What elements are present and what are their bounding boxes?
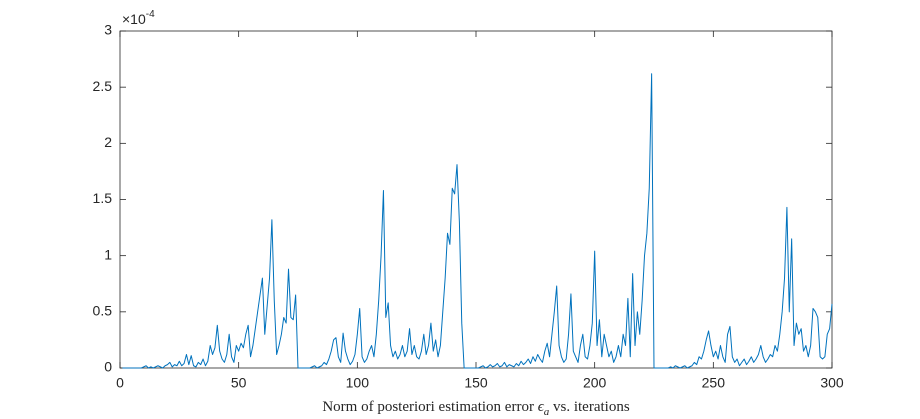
y-multiplier-base: ×10	[122, 11, 146, 27]
x-axis-label: Norm of posteriori estimation error ϵa v…	[322, 399, 629, 417]
x-tick-label: 200	[583, 375, 607, 391]
x-tick-label: 300	[820, 375, 844, 391]
y-tick-label: 0	[104, 359, 112, 375]
x-tick-label: 150	[464, 375, 488, 391]
x-label-subscript: a	[544, 406, 550, 418]
x-tick-label: 50	[231, 375, 247, 391]
x-label-text: vs. iterations	[549, 399, 630, 415]
x-tick-label: 100	[346, 375, 370, 391]
y-tick-label: 1.5	[93, 190, 113, 206]
y-tick-label: 2	[104, 134, 112, 150]
plot-box	[119, 30, 833, 369]
y-tick-label: 0.5	[93, 303, 113, 319]
x-label-text: Norm of posteriori estimation error	[322, 399, 537, 415]
y-tick-label: 3	[104, 22, 112, 38]
data-line	[122, 73, 833, 369]
y-multiplier-exponent: -4	[146, 9, 155, 20]
y-tick-label: 2.5	[93, 78, 113, 94]
x-tick-label: 0	[116, 375, 124, 391]
y-multiplier: ×10-4	[122, 9, 155, 27]
y-tick-label: 1	[104, 246, 112, 262]
x-tick-label: 250	[702, 375, 726, 391]
x-label-symbol: ϵ	[538, 399, 545, 415]
